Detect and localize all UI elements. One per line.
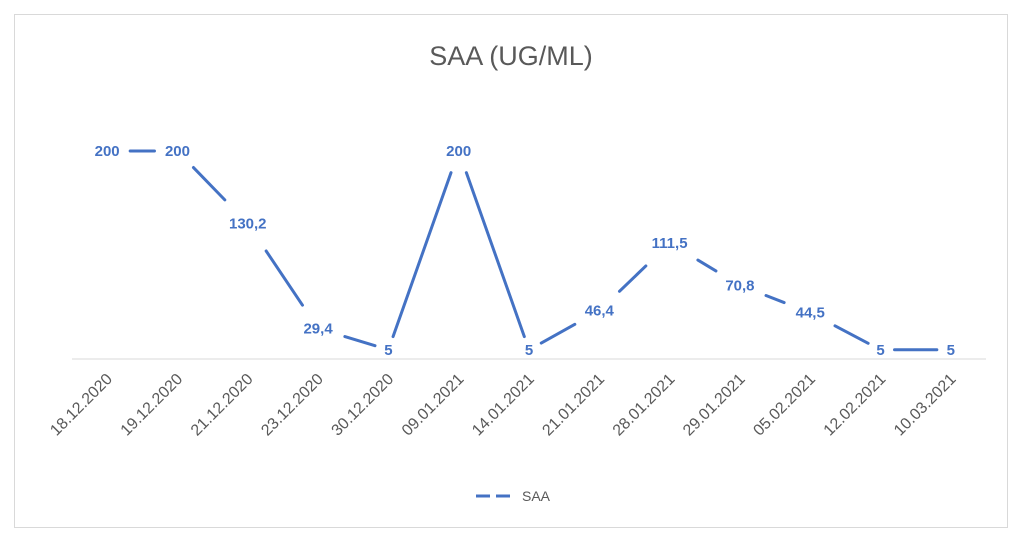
series-segment-2: [264, 249, 304, 307]
data-label: 5: [947, 342, 955, 359]
x-tick-labels: 18.12.2020 19.12.2020 21.12.2020 23.12.2020…: [47, 371, 959, 440]
series-segment-4: [391, 171, 453, 339]
data-label: 5: [384, 342, 392, 359]
x-tick-label: 19.12.2020: [118, 371, 187, 440]
x-tick-label: 23.12.2020: [258, 371, 327, 440]
chart-frame: [14, 14, 1008, 528]
series-segment-8: [696, 258, 718, 273]
series-lines: [128, 149, 939, 352]
chart-title: SAA (UG/ML): [429, 41, 593, 71]
x-tick-label: 18.12.2020: [47, 371, 116, 440]
x-tick-label: 09.01.2021: [399, 371, 468, 440]
x-tick-label: 21.01.2021: [539, 371, 608, 440]
x-tick-label: 05.02.2021: [750, 371, 819, 440]
series-segment-7: [617, 264, 648, 293]
data-label: 46,4: [585, 303, 615, 320]
x-tick-label: 14.01.2021: [469, 371, 538, 440]
x-tick-label: 12.02.2021: [821, 371, 890, 440]
x-tick-label: 10.03.2021: [891, 371, 960, 440]
data-label: 111,5: [652, 235, 688, 252]
series-segment-5: [464, 171, 526, 339]
series-segment-1: [191, 166, 227, 202]
data-label: 200: [95, 143, 120, 160]
series-segment-6: [539, 322, 577, 345]
series-segment-3: [343, 335, 377, 348]
data-labels: 200 200 130,2 29,4 5 200 5 46,4 111,5 70,8 44,5 5 5: [95, 143, 955, 359]
x-tick-label: 30.12.2020: [329, 371, 398, 440]
data-label: 70,8: [725, 277, 754, 294]
data-label: 130,2: [229, 216, 267, 233]
data-label: 200: [446, 143, 471, 160]
legend-entry-saa: SAA: [522, 488, 551, 504]
x-tick-label: 21.12.2020: [188, 371, 257, 440]
series-segment-9: [764, 294, 786, 305]
x-tick-label: 29.01.2021: [680, 371, 749, 440]
data-label: 29,4: [303, 320, 333, 337]
data-label: 200: [165, 143, 190, 160]
data-label: 44,5: [796, 305, 825, 322]
x-tick-label: 28.01.2021: [610, 371, 679, 440]
series-segment-10: [833, 324, 870, 345]
data-label: 5: [525, 342, 533, 359]
data-label: 5: [876, 342, 884, 359]
legend: SAA: [476, 488, 551, 504]
